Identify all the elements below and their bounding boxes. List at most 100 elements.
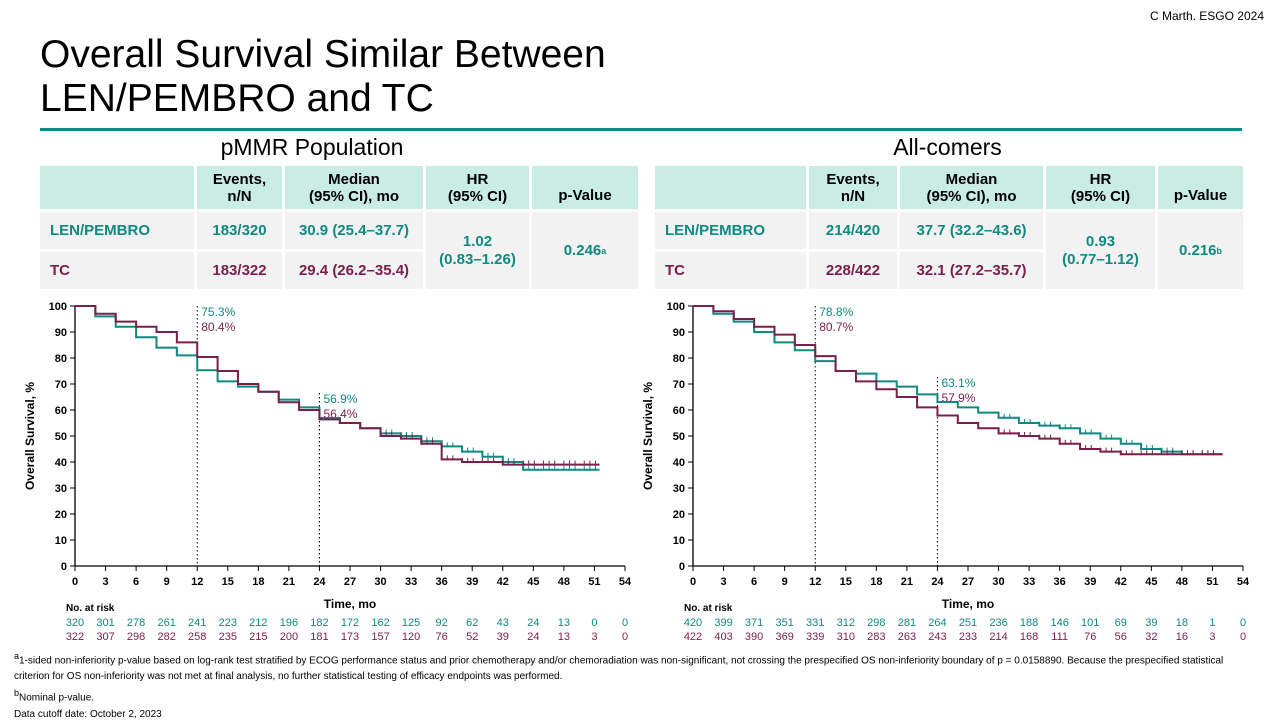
- footnote-b-text: Nominal p-value.: [19, 692, 95, 704]
- footnote-b-mark: b: [14, 688, 20, 699]
- y-tick-label: 60: [55, 405, 67, 417]
- footnote-a: a1-sided non-inferiority p-value based o…: [14, 648, 1224, 685]
- x-tick-label: 24: [931, 576, 944, 588]
- x-tick-label: 30: [374, 576, 386, 588]
- risk-value-lenpembro: 172: [341, 617, 359, 629]
- risk-value-lenpembro: 0: [622, 617, 628, 629]
- header-blank: [655, 166, 806, 209]
- risk-value-tc: 173: [341, 631, 359, 643]
- events-lenpembro: 214/420: [809, 212, 897, 249]
- y-tick-label: 50: [673, 431, 685, 443]
- header-hr: HR (95% CI): [426, 166, 529, 209]
- risk-value-tc: 200: [280, 631, 298, 643]
- risk-value-tc: 0: [622, 631, 628, 643]
- risk-value-tc: 76: [1084, 631, 1096, 643]
- risk-value-lenpembro: 101: [1081, 617, 1099, 629]
- y-tick-label: 30: [673, 483, 685, 495]
- header-median: Median (95% CI), mo: [900, 166, 1043, 209]
- x-tick-label: 9: [164, 576, 170, 588]
- risk-value-lenpembro: 223: [219, 617, 237, 629]
- header-events-l1: Events,: [826, 170, 880, 188]
- hr-value: 1.02: [462, 232, 493, 250]
- header-hr: HR (95% CI): [1046, 166, 1155, 209]
- risk-value-lenpembro: 182: [310, 617, 328, 629]
- events-lenpembro: 183/320: [197, 212, 282, 249]
- risk-value-tc: 157: [371, 631, 389, 643]
- risk-value-tc: 13: [558, 631, 570, 643]
- y-tick-label: 60: [673, 405, 685, 417]
- x-tick-label: 15: [840, 576, 852, 588]
- x-tick-label: 33: [405, 576, 417, 588]
- landmark-label-lenpembro: 75.3%: [201, 305, 235, 319]
- x-tick-label: 30: [992, 576, 1004, 588]
- risk-value-lenpembro: 13: [558, 617, 570, 629]
- risk-value-lenpembro: 43: [497, 617, 509, 629]
- x-tick-label: 33: [1023, 576, 1035, 588]
- risk-value-tc: 24: [527, 631, 539, 643]
- y-tick-label: 70: [55, 379, 67, 391]
- curve-lenpembro: [75, 305, 600, 471]
- x-tick-label: 3: [720, 576, 726, 588]
- summary-table-allcomers: Events, n/N Median (95% CI), mo HR (95% …: [655, 166, 1245, 290]
- risk-value-lenpembro: 261: [157, 617, 175, 629]
- y-tick-label: 10: [673, 535, 685, 547]
- header-p-value: p-Value: [1158, 166, 1243, 209]
- p-value-cell: 0.216 b: [1158, 212, 1243, 289]
- hr-ci: (0.83–1.26): [439, 250, 516, 268]
- risk-value-lenpembro: 69: [1115, 617, 1127, 629]
- x-axis-label: Time, mo: [324, 597, 376, 611]
- x-tick-label: 18: [870, 576, 882, 588]
- x-tick-label: 6: [751, 576, 757, 588]
- risk-table-label: No. at risk: [66, 603, 115, 614]
- x-tick-label: 3: [102, 576, 108, 588]
- footnote-a-mark: a: [14, 651, 20, 661]
- x-tick-label: 42: [1115, 576, 1127, 588]
- risk-value-tc: 263: [898, 631, 916, 643]
- x-tick-label: 39: [1084, 576, 1096, 588]
- p-value-footnote-mark: b: [1216, 245, 1223, 256]
- risk-value-tc: 76: [436, 631, 448, 643]
- risk-value-lenpembro: 312: [837, 617, 855, 629]
- risk-value-lenpembro: 162: [371, 617, 389, 629]
- y-tick-label: 70: [673, 379, 685, 391]
- risk-table-label: No. at risk: [684, 603, 733, 614]
- risk-value-lenpembro: 251: [959, 617, 977, 629]
- x-tick-label: 12: [809, 576, 821, 588]
- risk-value-tc: 32: [1145, 631, 1157, 643]
- y-tick-label: 90: [55, 327, 67, 339]
- y-axis-label: Overall Survival, %: [23, 382, 37, 490]
- risk-value-tc: 120: [402, 631, 420, 643]
- hr-ci: (0.77–1.12): [1062, 250, 1139, 268]
- x-tick-label: 15: [222, 576, 234, 588]
- risk-value-lenpembro: 241: [188, 617, 206, 629]
- footnotes: a1-sided non-inferiority p-value based o…: [14, 648, 1224, 723]
- population-title-allcomers: All-comers: [893, 134, 1002, 160]
- risk-value-tc: 233: [959, 631, 977, 643]
- x-tick-label: 36: [436, 576, 448, 588]
- header-blank: [40, 166, 194, 209]
- risk-value-tc: 298: [127, 631, 145, 643]
- landmark-label-lenpembro: 78.8%: [819, 305, 853, 319]
- risk-value-tc: 168: [1020, 631, 1038, 643]
- y-tick-label: 20: [55, 509, 67, 521]
- risk-value-tc: 322: [66, 631, 84, 643]
- median-tc: 32.1 (27.2–35.7): [900, 252, 1043, 289]
- header-hr-l1: HR: [466, 170, 489, 188]
- header-median-l2: (95% CI), mo: [308, 187, 399, 205]
- footnote-a-text: 1-sided non-inferiority p-value based on…: [14, 655, 1224, 683]
- risk-value-lenpembro: 92: [436, 617, 448, 629]
- summary-table-pmmr: Events, n/N Median (95% CI), mo HR (95% …: [40, 166, 640, 290]
- y-axis-label: Overall Survival, %: [641, 382, 655, 490]
- risk-value-lenpembro: 236: [989, 617, 1007, 629]
- p-value-footnote-mark: a: [601, 245, 607, 256]
- header-events-l2: n/N: [840, 187, 866, 205]
- y-tick-label: 20: [673, 509, 685, 521]
- header-median-l1: Median: [328, 170, 380, 188]
- x-tick-label: 12: [191, 576, 203, 588]
- x-tick-label: 0: [72, 576, 78, 588]
- curve-tc: [75, 305, 600, 466]
- risk-value-lenpembro: 301: [96, 617, 114, 629]
- x-tick-label: 42: [497, 576, 509, 588]
- risk-value-tc: 3: [591, 631, 597, 643]
